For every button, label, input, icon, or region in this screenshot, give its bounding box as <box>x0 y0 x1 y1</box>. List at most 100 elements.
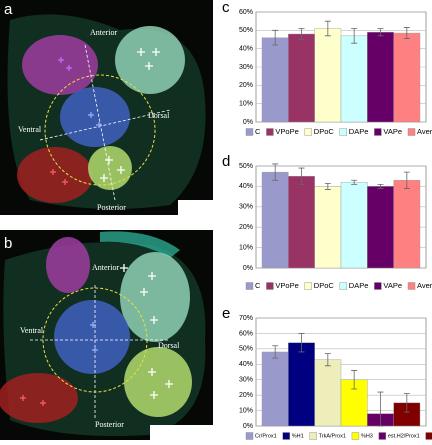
y-tick-label: 50% <box>239 346 253 353</box>
y-tick-label: 40% <box>239 46 253 53</box>
bar <box>314 186 342 269</box>
legend-label: DPoC <box>314 127 335 136</box>
legend-swatch <box>304 128 312 136</box>
legend-swatch <box>407 282 416 290</box>
legend-swatch <box>245 432 254 440</box>
image-label: Anterior <box>92 263 119 272</box>
y-tick-label: 40% <box>239 361 253 368</box>
panel-letter: e <box>222 305 230 322</box>
panel-letter: c <box>222 0 230 16</box>
bar <box>367 186 394 269</box>
image-label: Anterior <box>90 28 117 37</box>
legend-swatch <box>351 432 360 440</box>
error-bar <box>377 183 384 189</box>
y-tick-label: 60% <box>239 9 253 16</box>
y-tick-label: 50% <box>239 27 253 34</box>
bar <box>261 171 289 269</box>
y-tick-label: 0% <box>243 423 253 430</box>
error-bar <box>324 20 331 37</box>
legend-swatch <box>309 432 317 440</box>
y-tick-label: 20% <box>239 224 253 231</box>
error-bar <box>298 28 305 40</box>
legend-label: VAPe <box>383 127 402 136</box>
y-tick-label: 20% <box>239 82 253 89</box>
image-b <box>0 230 213 440</box>
legend-label: Average <box>417 281 432 290</box>
legend-swatch <box>339 282 347 290</box>
y-tick-label: 40% <box>239 183 253 190</box>
y-tick-label: 70% <box>239 315 253 322</box>
legend-label: DAPe <box>349 281 369 290</box>
image-label: Posterior <box>97 203 126 212</box>
bar <box>393 180 421 269</box>
legend-label: VAPe <box>383 281 402 290</box>
bar <box>393 32 421 123</box>
legend-swatch <box>282 432 290 440</box>
bar <box>367 31 394 123</box>
legend-label: VPoPe <box>275 281 298 290</box>
error-bar <box>298 167 305 185</box>
y-tick-label: 10% <box>239 244 253 251</box>
error-bar <box>298 333 305 353</box>
image-label: Ventral <box>18 125 42 134</box>
legend-label: C <box>255 281 261 290</box>
legend-swatch <box>378 432 387 440</box>
y-tick-label: 20% <box>239 392 253 399</box>
error-bar <box>272 29 279 46</box>
error-bar <box>403 171 410 189</box>
bar <box>261 351 289 427</box>
bar <box>288 342 315 427</box>
y-tick-label: 0% <box>243 119 253 126</box>
error-bar <box>272 345 279 359</box>
error-bar <box>351 179 358 185</box>
legend-swatch <box>339 128 347 136</box>
image-label: Dorsal <box>158 341 180 350</box>
legend-label: %H1 <box>292 433 304 439</box>
legend-label: DAPe <box>349 127 369 136</box>
error-bar <box>324 182 331 190</box>
legend-swatch <box>407 128 416 136</box>
y-tick-label: 30% <box>239 204 253 211</box>
legend-swatch <box>425 432 432 440</box>
bar <box>261 37 289 123</box>
error-bar <box>377 391 384 427</box>
error-bar <box>403 393 410 413</box>
error-bar <box>351 370 358 390</box>
image-label: Ventral <box>20 326 44 335</box>
legend-label: TrkA/Prox1 <box>319 433 346 439</box>
bar <box>288 33 315 123</box>
panel-letter: b <box>4 235 12 252</box>
legend-swatch <box>374 282 382 290</box>
bar <box>340 182 368 269</box>
y-tick-label: 60% <box>239 330 253 337</box>
y-tick-label: 30% <box>239 64 253 71</box>
error-bar <box>377 28 384 37</box>
panel-letter: a <box>4 1 13 18</box>
y-tick-label: 50% <box>239 163 253 170</box>
legend-label: C <box>255 127 261 136</box>
bar <box>314 359 342 427</box>
bar <box>314 28 342 123</box>
error-bar <box>351 28 358 44</box>
image-label: Dorsal <box>148 111 170 120</box>
panel-letter: d <box>222 153 230 170</box>
legend-label: %H3 <box>361 433 373 439</box>
legend-label: Cr/Prox1 <box>255 433 277 439</box>
y-tick-label: 10% <box>239 101 253 108</box>
y-tick-label: 0% <box>243 265 253 272</box>
legend-label: DPoC <box>314 281 335 290</box>
legend-label: Average <box>417 127 432 136</box>
legend-swatch <box>374 128 382 136</box>
legend-swatch <box>245 128 254 136</box>
error-bar <box>324 353 331 367</box>
bar <box>340 35 368 123</box>
legend-swatch <box>304 282 312 290</box>
legend-swatch <box>266 282 274 290</box>
image-a <box>0 0 213 215</box>
error-bar <box>272 163 279 181</box>
error-bar <box>403 27 410 39</box>
image-label: Posterior <box>95 420 124 429</box>
y-tick-label: 30% <box>239 377 253 384</box>
legend-label: VPoPe <box>275 127 298 136</box>
